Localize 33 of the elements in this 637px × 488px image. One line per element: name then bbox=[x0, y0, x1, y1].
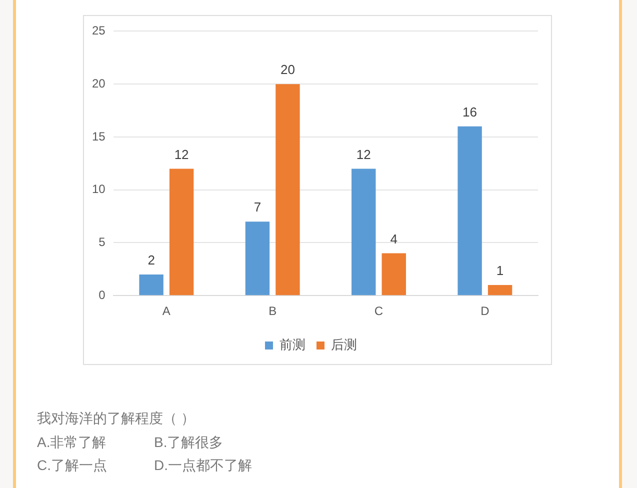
y-tick-label: 0 bbox=[98, 288, 106, 302]
bar bbox=[382, 253, 406, 296]
data-label: 20 bbox=[280, 62, 295, 78]
y-tick-label: 20 bbox=[92, 76, 106, 90]
text: 我对海洋的了解程度（ ） bbox=[37, 409, 196, 428]
bar bbox=[276, 84, 300, 296]
data-label: 7 bbox=[254, 200, 262, 215]
text: A.非常了解 bbox=[37, 432, 108, 452]
data-label: 16 bbox=[462, 104, 478, 120]
bar bbox=[458, 126, 482, 296]
legend-label: 后测 bbox=[331, 337, 357, 352]
y-tick-label: 10 bbox=[92, 182, 106, 196]
y-tick-label: 5 bbox=[98, 235, 106, 250]
bar bbox=[169, 168, 194, 296]
data-label: 2 bbox=[148, 252, 155, 268]
x-tick-label: D bbox=[480, 304, 490, 318]
y-tick-label: 25 bbox=[92, 24, 106, 38]
data-label: 12 bbox=[356, 146, 371, 162]
x-tick-label: A bbox=[162, 304, 170, 318]
y-tick-label: 15 bbox=[92, 129, 106, 144]
text: B.了解很多 bbox=[154, 432, 224, 452]
data-label: 1 bbox=[496, 263, 504, 278]
text: D.一点都不了解 bbox=[154, 456, 253, 475]
text: C.了解一点 bbox=[37, 456, 108, 475]
legend-label: 前测 bbox=[280, 337, 306, 352]
bar bbox=[139, 274, 164, 296]
x-tick-label: B bbox=[268, 304, 277, 318]
bar bbox=[352, 168, 376, 296]
bar bbox=[245, 222, 270, 296]
data-label: 12 bbox=[174, 146, 189, 162]
bar bbox=[488, 285, 512, 296]
x-tick-label: C bbox=[374, 304, 384, 318]
data-label: 4 bbox=[390, 231, 398, 246]
